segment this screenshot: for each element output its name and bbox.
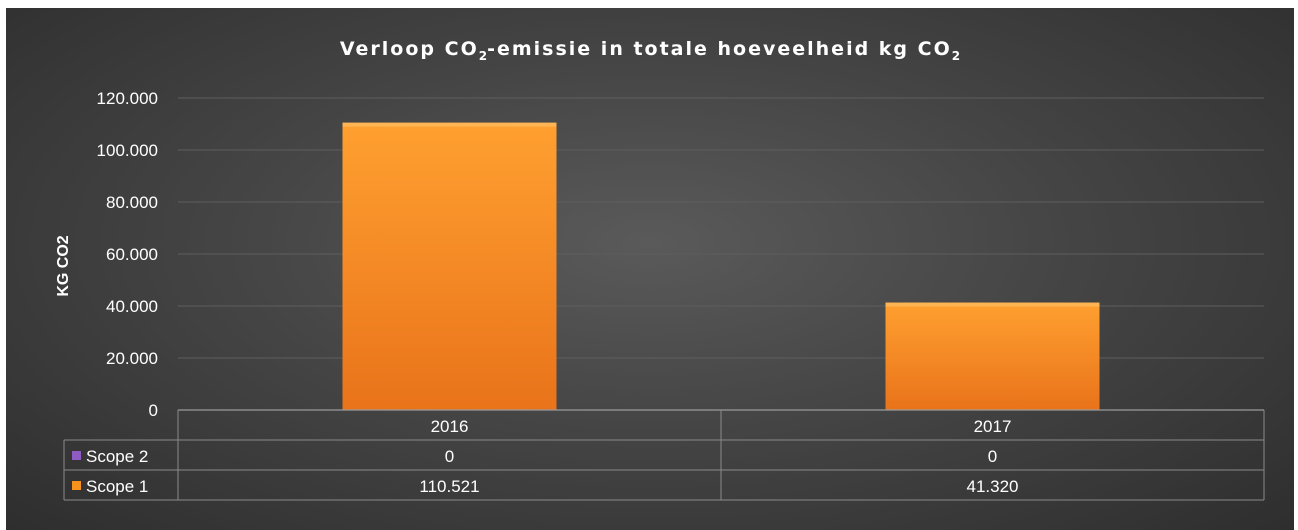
y-tick-label: 60.000	[106, 245, 158, 264]
y-tick-label: 20.000	[106, 349, 158, 368]
y-tick-label: 80.000	[106, 193, 158, 212]
legend-label: Scope 1	[86, 477, 148, 496]
legend-swatch-scope-2	[72, 451, 81, 460]
y-tick-label: 40.000	[106, 297, 158, 316]
y-tick-label: 0	[149, 401, 158, 420]
x-tick-label: 2016	[431, 417, 469, 436]
bar-highlight	[342, 122, 557, 127]
table-value: 0	[988, 447, 997, 466]
y-tick-label: 100.000	[97, 141, 158, 160]
table-value: 0	[445, 447, 454, 466]
bar-scope-1-2016	[342, 122, 557, 411]
chart-area: Verloop CO2-emissie in totale hoeveelhei…	[6, 8, 1294, 530]
table-value: 110.521	[419, 477, 479, 496]
chart-title: Verloop CO2-emissie in totale hoeveelhei…	[339, 38, 961, 63]
legend-swatch-scope-1	[72, 481, 81, 490]
legend-label: Scope 2	[86, 447, 148, 466]
x-tick-label: 2017	[974, 417, 1012, 436]
table-value: 41.320	[967, 477, 1019, 496]
plot-area: 0 20.000 40.000 60.000 80.000 100.000 120.000 2…	[63, 89, 1265, 501]
bar-highlight	[885, 302, 1100, 307]
bar-scope-1-2017	[885, 302, 1100, 410]
y-tick-label: 120.000	[97, 89, 158, 108]
